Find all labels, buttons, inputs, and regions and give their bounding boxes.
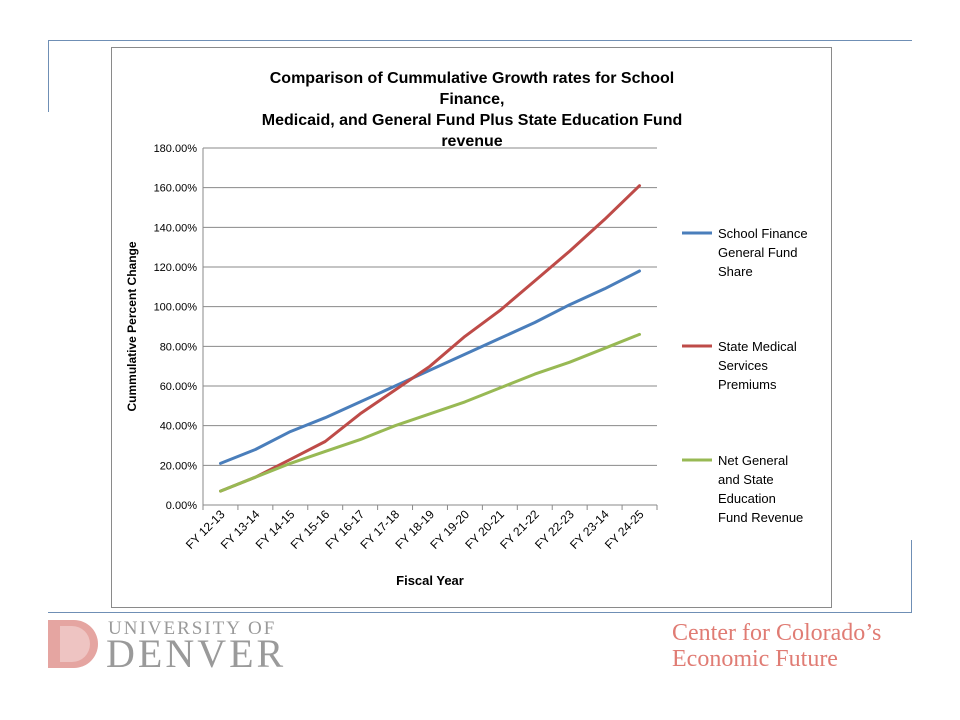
cce-line-1: Center for Colorado’s	[672, 620, 882, 646]
slide-frame-top	[48, 40, 912, 41]
slide-frame-left	[48, 40, 49, 112]
series-line-2	[219, 184, 641, 493]
chart-container: Comparison of Cummulative Growth rates f…	[111, 47, 832, 608]
y-tick-label: 140.00%	[154, 222, 198, 234]
y-tick-label: 0.00%	[166, 500, 197, 512]
du-denver-text: DENVER	[106, 631, 287, 676]
legend-label: Premiums	[718, 377, 777, 392]
y-tick-label: 40.00%	[160, 421, 198, 433]
x-axis-title: Fiscal Year	[396, 573, 464, 588]
slide-frame-bottom	[48, 612, 912, 613]
y-tick-label: 120.00%	[154, 262, 198, 274]
y-tick-label: 160.00%	[154, 183, 198, 195]
line-chart: 0.00% 20.00% 40.00% 60.00% 80.00% 100.00% 120.…	[125, 143, 808, 588]
du-university-of-text: UNIVERSITY OF	[108, 618, 277, 639]
legend-label: Education	[718, 491, 776, 506]
y-tick-label: 100.00%	[154, 302, 198, 314]
legend-label: State Medical	[718, 339, 797, 354]
du-logo-mark	[48, 620, 98, 668]
chart-title: Comparison of Cummulative Growth rates f…	[242, 68, 702, 152]
cce-line-2: Economic Future	[672, 646, 838, 672]
university-of-denver-logo: UNIVERSITY OF DENVER	[48, 618, 298, 674]
chart-title-line-2: Medicaid, and General Fund Plus State Ed…	[261, 112, 683, 150]
series-line-3	[219, 332, 641, 493]
legend-label: General Fund	[718, 245, 798, 260]
legend-label: and State	[718, 472, 774, 487]
legend-label: Share	[718, 264, 753, 279]
y-tick-label: 60.00%	[160, 381, 198, 393]
legend-label: School Finance	[718, 226, 808, 241]
chart-title-line-1: Comparison of Cummulative Growth rates f…	[269, 70, 675, 108]
slide-frame-right	[911, 540, 912, 612]
legend-label: Fund Revenue	[718, 510, 803, 525]
y-tick-label: 20.00%	[160, 460, 198, 472]
x-tick-label: FY 24-25	[602, 507, 647, 552]
legend-label: Net General	[718, 453, 788, 468]
legend-label: Services	[718, 358, 768, 373]
y-tick-label: 80.00%	[160, 341, 198, 353]
series-line-1	[219, 269, 641, 465]
y-tick-label: 180.00%	[154, 143, 198, 155]
y-axis-title: Cummulative Percent Change	[125, 241, 139, 411]
center-for-colorados-economic-future-logo: Center for Colorado’s Economic Future	[672, 620, 922, 672]
